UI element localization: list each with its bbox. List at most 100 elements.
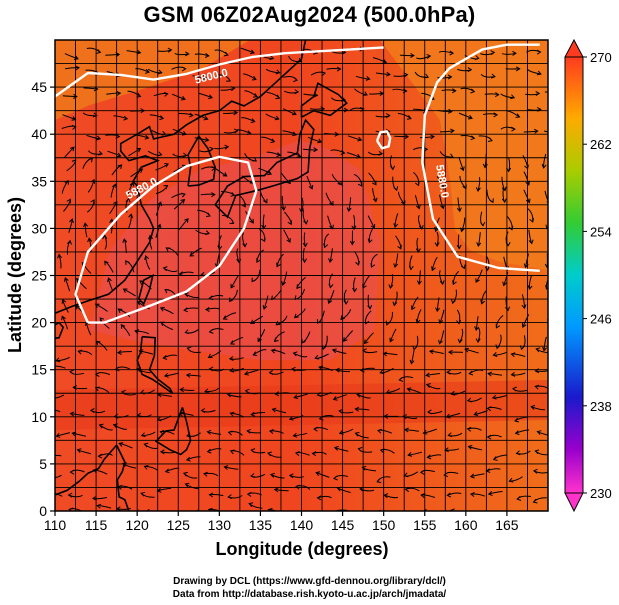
streamline-arrow <box>76 448 82 453</box>
streamline-arrow <box>294 451 300 456</box>
streamline-arrow <box>445 413 451 419</box>
streamline-arrow <box>401 200 406 206</box>
streamline <box>348 197 352 212</box>
streamline-arrow <box>534 368 540 374</box>
streamline-arrow <box>183 292 189 298</box>
streamline <box>550 117 564 119</box>
streamline-arrow <box>452 280 457 286</box>
streamline-arrow <box>116 152 122 158</box>
chart-title: GSM 06Z02Aug2024 (500.0hPa) <box>143 2 476 27</box>
x-tick-label: 150 <box>372 517 396 533</box>
streamline-arrow <box>207 353 213 359</box>
streamline-arrow <box>161 130 167 136</box>
streamline-arrow <box>208 94 214 100</box>
streamline-arrow <box>516 496 522 501</box>
streamline-arrow <box>249 319 255 324</box>
streamline-arrow <box>208 329 214 334</box>
streamline-arrow <box>206 429 212 435</box>
streamline <box>76 278 87 290</box>
streamline-arrow <box>362 283 367 289</box>
streamline-arrow <box>253 93 258 98</box>
streamline-arrow <box>69 369 74 375</box>
streamline-arrow <box>403 472 409 478</box>
streamline-arrow <box>447 108 453 114</box>
streamline-arrow <box>269 55 275 60</box>
streamline-arrow <box>456 207 462 213</box>
streamline <box>214 146 229 150</box>
streamline <box>223 312 237 320</box>
streamline <box>207 448 222 453</box>
streamline <box>128 148 141 157</box>
streamline-arrow <box>315 471 321 477</box>
streamline-arrow <box>281 206 286 211</box>
streamline-arrow <box>189 112 194 118</box>
streamline <box>281 196 285 211</box>
streamline-arrow <box>536 49 542 55</box>
streamline-arrow <box>83 222 88 228</box>
streamline-arrow <box>205 306 210 312</box>
streamline <box>356 394 371 399</box>
streamline-arrow <box>68 507 74 511</box>
streamline-arrow <box>295 484 301 490</box>
streamline <box>459 175 467 189</box>
streamline-arrow <box>385 389 391 395</box>
streamline-arrow <box>207 507 213 511</box>
streamline-arrow <box>104 260 109 266</box>
streamline <box>457 197 461 212</box>
streamline-arrow <box>184 482 190 488</box>
coastline <box>300 82 348 118</box>
streamline-arrow <box>415 181 420 187</box>
streamline-arrow <box>111 183 117 189</box>
streamline-arrow <box>328 258 333 264</box>
streamline-arrow <box>515 66 521 72</box>
streamline-arrow <box>349 240 355 246</box>
streamline <box>399 54 414 57</box>
streamline-arrow <box>473 411 479 417</box>
streamline-arrow <box>426 53 432 59</box>
streamline-arrow <box>333 475 338 481</box>
streamline-arrow <box>446 369 451 375</box>
streamline-arrow <box>487 371 493 377</box>
streamline-arrow <box>55 357 61 363</box>
streamline-arrow <box>236 258 242 264</box>
streamline <box>339 428 354 434</box>
streamline-arrow <box>227 430 233 436</box>
streamline-arrow <box>67 492 73 498</box>
streamline <box>180 389 195 391</box>
streamline-arrow <box>536 430 542 435</box>
streamline-arrow <box>276 152 282 158</box>
streamline-arrow <box>467 67 473 73</box>
streamline <box>437 76 452 79</box>
streamline-arrow <box>250 411 256 417</box>
streamline <box>186 374 201 377</box>
streamline-arrow <box>510 371 516 377</box>
streamline-arrow <box>229 340 235 345</box>
streamline-arrow <box>229 449 235 455</box>
streamline-arrow <box>276 262 281 268</box>
streamline <box>343 330 354 342</box>
streamline-arrow <box>318 415 324 421</box>
streamline-arrow <box>523 263 529 269</box>
contour-line <box>55 46 384 98</box>
coastline <box>55 321 65 339</box>
streamline-arrow <box>319 513 323 517</box>
streamline-arrow <box>162 266 168 272</box>
colorbar-tick-label: 238 <box>590 399 612 414</box>
streamline-arrow <box>549 243 553 247</box>
streamline-arrow <box>406 387 412 393</box>
streamline-arrow <box>542 346 547 352</box>
streamline-arrow <box>338 408 344 414</box>
streamline <box>155 224 161 239</box>
streamline-arrow <box>249 218 254 224</box>
streamline-arrow <box>367 238 373 244</box>
streamline <box>384 494 399 499</box>
streamline <box>165 467 180 473</box>
coastline <box>136 335 174 394</box>
streamline <box>265 113 279 120</box>
streamline-arrow <box>467 444 473 450</box>
streamline <box>367 215 375 229</box>
x-tick-label: 110 <box>44 517 67 533</box>
streamline-arrow <box>250 118 256 124</box>
streamline-arrow <box>545 224 548 230</box>
streamline <box>208 350 222 358</box>
